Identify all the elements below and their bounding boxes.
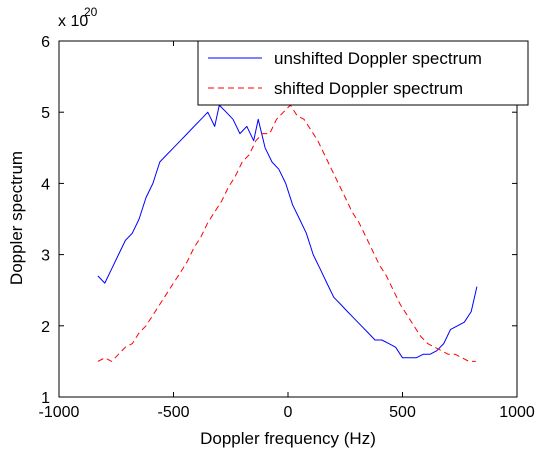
series-line-unshifted: [97, 104, 478, 359]
x-tick-label: -500: [157, 404, 189, 421]
y-tick-label: 6: [41, 34, 50, 51]
x-tick-label: -1000: [39, 404, 80, 421]
x-axis-label: Doppler frequency (Hz): [200, 429, 376, 448]
series-layer: [97, 104, 478, 362]
y-tick-label: 1: [41, 390, 50, 407]
y-tick-label: 5: [41, 105, 50, 122]
legend-label-shifted: shifted Doppler spectrum: [274, 79, 463, 98]
x-tick-label: 1000: [499, 404, 535, 421]
axis-multiplier: x 10 20: [58, 5, 98, 30]
x-tick-label: 0: [284, 404, 293, 421]
x-tick-label: 500: [389, 404, 416, 421]
legend-box: [197, 40, 529, 106]
legend: unshifted Doppler spectrum shifted Doppl…: [197, 40, 529, 106]
y-axis-label: Doppler spectrum: [7, 151, 26, 285]
series-line-shifted: [97, 104, 476, 362]
y-tick-label: 2: [41, 319, 50, 336]
axis-multiplier-exponent: 20: [84, 5, 98, 19]
y-tick-label: 3: [41, 248, 50, 265]
axis-multiplier-base: x 10: [58, 13, 88, 30]
legend-label-unshifted: unshifted Doppler spectrum: [274, 49, 482, 68]
y-tick-label: 4: [41, 176, 50, 193]
ticks-layer: -1000 -500 0 500 1000 1 2 3 4 5 6: [39, 34, 535, 421]
